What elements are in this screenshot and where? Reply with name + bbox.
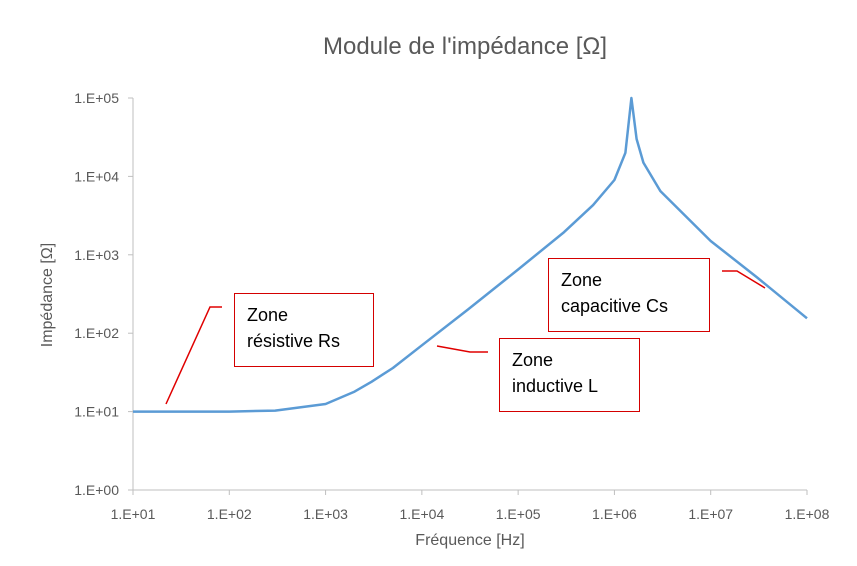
x-tick-label: 1.E+02: [207, 506, 252, 522]
annotation-line: Zone: [247, 305, 289, 325]
annotation-line: capacitive Cs: [561, 296, 669, 316]
x-tick-label: 1.E+05: [496, 506, 541, 522]
annotation-line: Zone: [561, 270, 603, 290]
annotation-line: Zone: [512, 350, 554, 370]
annotation-inductive: Zone inductive L: [499, 338, 640, 412]
y-tick-label: 1.E+03: [74, 247, 119, 263]
y-axis-label: Impédance [Ω]: [39, 243, 56, 347]
x-tick-label: 1.E+04: [399, 506, 444, 522]
annotation-capacitive: Zone capacitive Cs: [548, 258, 710, 332]
connector-resistive: [165, 306, 222, 405]
x-tick-label: 1.E+01: [111, 506, 156, 522]
x-axis-label: Fréquence [Hz]: [415, 532, 524, 549]
x-tick-label: 1.E+06: [592, 506, 637, 522]
chart-title: Module de l'impédance [Ω]: [323, 33, 607, 60]
y-tick-label: 1.E+04: [74, 168, 119, 184]
connector-inductive: [436, 345, 488, 353]
x-tick-label: 1.E+08: [785, 506, 830, 522]
x-tick-label: 1.E+03: [303, 506, 348, 522]
annotation-resistive: Zone résistive Rs: [234, 293, 374, 367]
y-tick-label: 1.E+01: [74, 404, 119, 420]
annotation-line: résistive Rs: [247, 331, 341, 351]
x-tick-label: 1.E+07: [688, 506, 733, 522]
series-line-0: [133, 96, 808, 413]
y-tick-label: 1.E+00: [74, 482, 119, 498]
y-tick-label: 1.E+02: [74, 325, 119, 341]
connector-capacitive: [722, 270, 766, 289]
y-tick-label: 1.E+05: [74, 90, 119, 106]
annotation-line: inductive L: [512, 376, 599, 396]
